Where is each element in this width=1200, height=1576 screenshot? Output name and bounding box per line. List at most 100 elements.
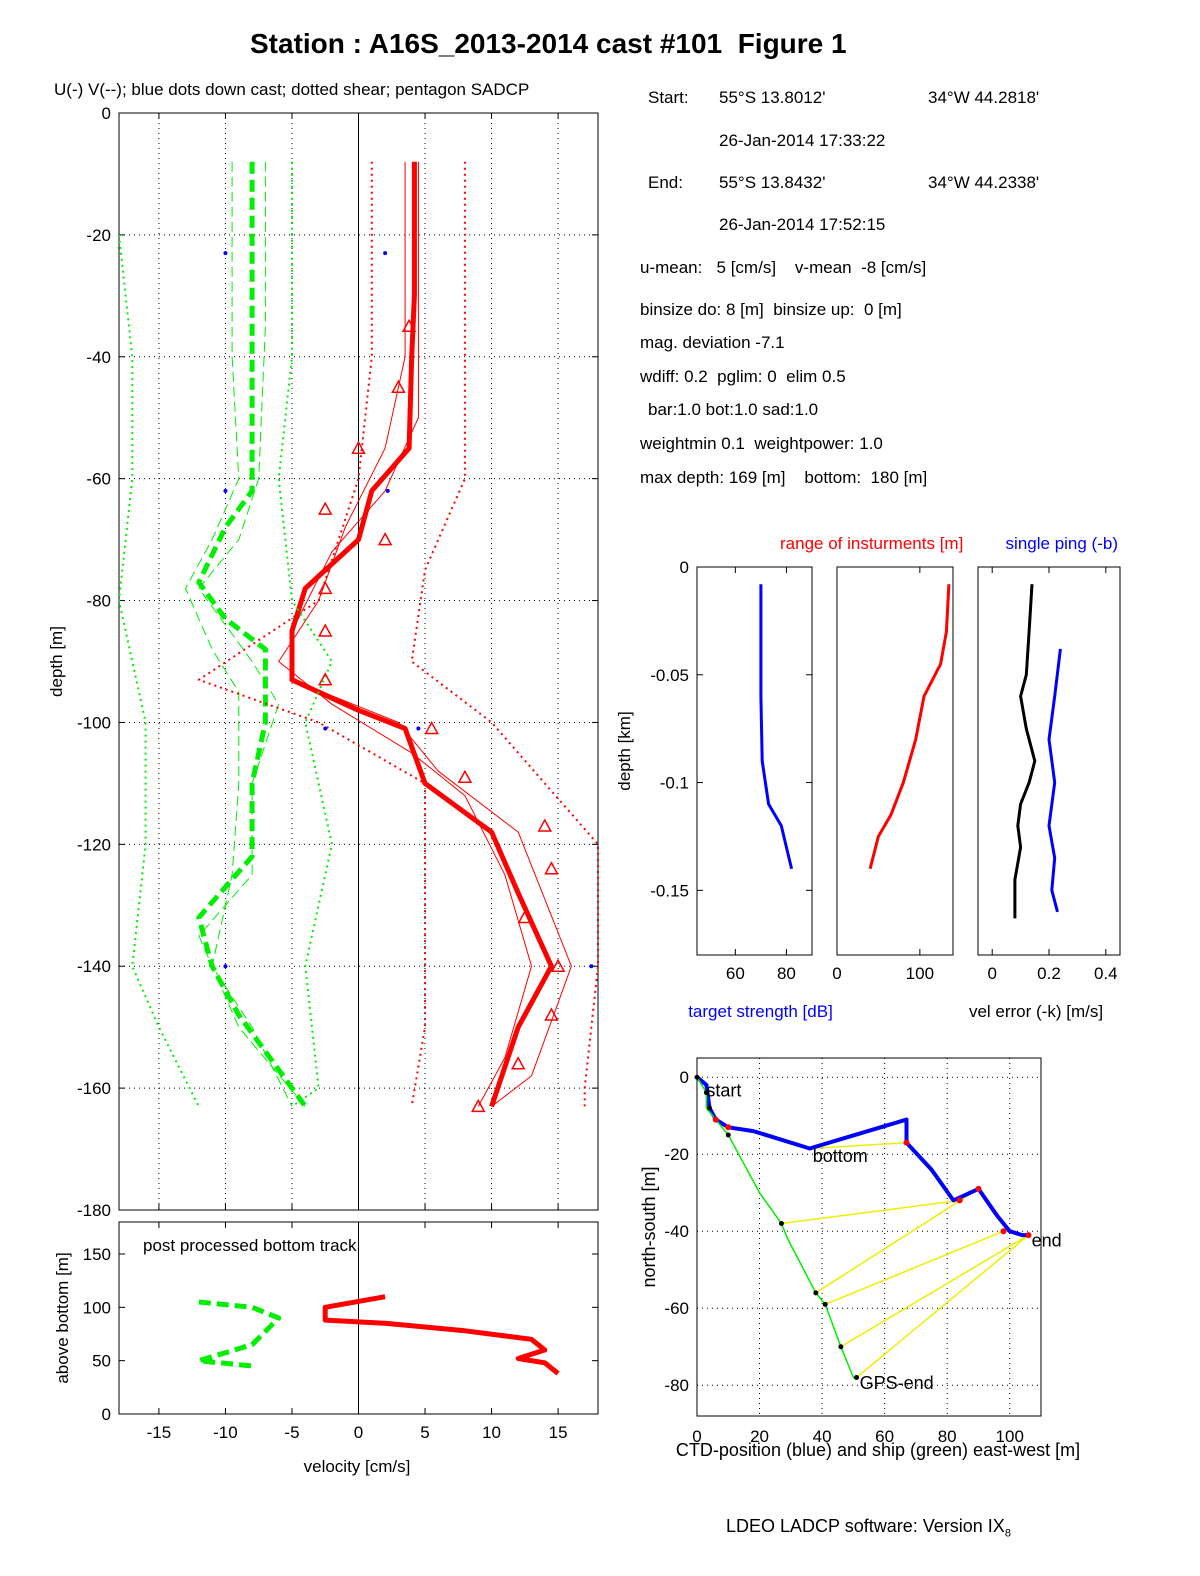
target-strength-ytick-label: -0.1: [660, 774, 689, 793]
start-label: Start:: [648, 88, 689, 107]
sadcp-triangle: [544, 861, 559, 875]
vel-error-frame: [977, 566, 1121, 956]
footer-text: LDEO LADCP software: Version IX8: [716, 1495, 1011, 1540]
sadcp-triangle: [544, 1007, 559, 1021]
position-xtick-label: 100: [996, 1427, 1024, 1446]
vel-error-series-vel-error: [1013, 584, 1037, 919]
blue-dot: [223, 964, 228, 969]
end-lon: 34°W 44.2338': [928, 173, 1040, 192]
end-lat: 55°S 13.8432': [719, 173, 826, 192]
bottom-track-ytick-label: 50: [92, 1352, 111, 1371]
sadcp-triangle: [401, 318, 417, 333]
position-red-marker: [712, 1116, 719, 1123]
sadcp-triangle: [517, 909, 533, 924]
position-black-marker: [725, 1132, 731, 1138]
binsize-text: binsize do: 8 [m] binsize up: 0 [m]: [640, 300, 902, 319]
legend-text: U(-) V(--); blue dots down cast; dotted …: [54, 80, 530, 99]
position-red-marker: [1025, 1232, 1032, 1239]
footer-main: LDEO LADCP software: Version IX: [726, 1516, 1005, 1536]
position-link: [815, 1188, 979, 1294]
position-black-marker: [822, 1301, 828, 1307]
velocity-profile-ytick-label: -180: [77, 1201, 111, 1220]
position-xtick-label: 20: [750, 1427, 769, 1446]
velocity-profile-ytick-label: -160: [77, 1079, 111, 1098]
position-label-end: end: [1032, 1231, 1062, 1251]
position-xtick-label: 0: [692, 1427, 701, 1446]
velocity-profile-series-u-up: [291, 161, 572, 1107]
vel-error-xtick-label: 0: [987, 964, 996, 983]
sadcp-triangle: [470, 1098, 486, 1113]
target-strength-xlabel: target strength [dB]: [688, 1002, 833, 1021]
instrument-range-xtick-label: 0: [832, 964, 841, 983]
instrument-range-xtick-label: 100: [906, 964, 934, 983]
vel-error-series-single-ping: [1047, 648, 1062, 913]
position-ytick-label: 0: [680, 1068, 689, 1087]
bottom-track-xtick-label: 5: [420, 1423, 429, 1442]
bottom-track-xtick-label: -5: [284, 1423, 299, 1442]
velocity-profile-series-v-down: [185, 161, 293, 1107]
position-series-ctd: [695, 1075, 1029, 1238]
target-strength-ytick-label: -0.15: [650, 881, 689, 900]
instrument-range-series-range: [868, 584, 951, 870]
bottom-track-ytick-label: 0: [102, 1405, 111, 1424]
position-xlabel: CTD-position (blue) and ship (green) eas…: [676, 1440, 1080, 1460]
sadcp-triangle: [550, 958, 566, 972]
sadcp-triangle: [377, 532, 393, 546]
velocity-profile-ytick-label: -100: [77, 713, 111, 732]
page-title: Station : A16S_2013-2014 cast #101 Figur…: [250, 28, 847, 59]
depth-text: max depth: 169 [m] bottom: 180 [m]: [640, 468, 928, 487]
bottom-track-xtick-label: -10: [213, 1423, 238, 1442]
sadcp-triangle: [317, 501, 333, 515]
position-frame: [696, 1057, 1042, 1417]
position-red-marker: [903, 1139, 910, 1146]
bottom-track-annotation: post processed bottom track: [143, 1236, 357, 1255]
sadcp-triangle: [317, 623, 333, 637]
bottom-track-xtick-label: 10: [482, 1423, 501, 1442]
bottom-track-series-u-bt: [322, 1294, 560, 1376]
blue-dot: [589, 964, 594, 969]
magdev-text: mag. deviation -7.1: [640, 333, 785, 352]
vel-error-xtick-label: 0.2: [1037, 964, 1061, 983]
velocity-profile-ytick-label: -60: [86, 470, 111, 489]
position-black-marker: [778, 1221, 784, 1227]
position-ylabel: north-south [m]: [639, 1166, 659, 1287]
position-red-marker: [1000, 1228, 1007, 1235]
position-label-start: start: [706, 1080, 741, 1100]
position-red-marker: [956, 1197, 963, 1204]
target-strength-xtick-label: 60: [726, 964, 745, 983]
position-xtick-label: 60: [875, 1427, 894, 1446]
means-text: u-mean: 5 [cm/s] v-mean -8 [cm/s]: [640, 258, 927, 277]
vel-error-panel: [977, 566, 1121, 956]
position-red-marker: [975, 1185, 982, 1192]
position-black-marker: [813, 1290, 819, 1296]
sadcp-triangle: [537, 818, 553, 832]
bottom-track-xtick-label: 15: [549, 1423, 568, 1442]
position-ytick-label: -80: [664, 1376, 689, 1395]
position-label-bottom: bottom: [813, 1146, 868, 1166]
velocity-profile-series-v-shear-lo: [118, 234, 200, 1107]
velocity-profile-series-u-shear-hi: [410, 161, 599, 1107]
sadcp-triangle: [391, 379, 406, 393]
sadcp-triangle: [317, 672, 333, 686]
instrument-range-title: range of insturments [m]: [780, 534, 963, 553]
target-strength-xtick-label: 80: [777, 964, 796, 983]
blue-dot: [223, 251, 228, 256]
bottom-track-xtick-label: -15: [147, 1423, 172, 1442]
vel-error-xtick-label: 0.4: [1094, 964, 1118, 983]
position-black-marker: [707, 1105, 713, 1111]
velocity-profile-ytick-label: 0: [102, 104, 111, 123]
velocity-profile-ytick-label: -120: [77, 835, 111, 854]
footer-subscript: 8: [1004, 1527, 1011, 1540]
position-label-gps-end: GPS-end: [860, 1373, 934, 1393]
blue-dot: [385, 488, 390, 493]
sadcp-triangle: [457, 769, 473, 784]
start-time: 26-Jan-2014 17:33:22: [719, 131, 886, 150]
position-ytick-label: -20: [664, 1145, 689, 1164]
position-link: [781, 1199, 960, 1225]
bottom-track-ytick-label: 100: [83, 1298, 111, 1317]
position-link: [809, 1141, 907, 1150]
instrument-range-panel: [836, 566, 954, 956]
bar-text: bar:1.0 bot:1.0 sad:1.0: [648, 400, 819, 419]
position-xtick-label: 40: [813, 1427, 832, 1446]
end-label: End:: [648, 173, 683, 192]
